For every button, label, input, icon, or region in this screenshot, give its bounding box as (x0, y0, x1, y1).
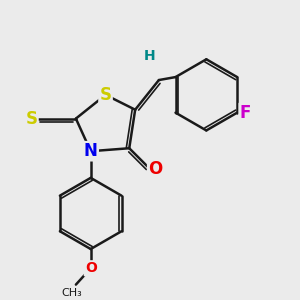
Text: H: H (144, 49, 156, 63)
Text: F: F (240, 104, 251, 122)
Text: CH₃: CH₃ (61, 288, 82, 298)
Text: S: S (26, 110, 38, 128)
Text: S: S (100, 86, 112, 104)
Text: N: N (84, 142, 98, 160)
Text: O: O (148, 160, 163, 178)
Text: O: O (85, 261, 97, 275)
